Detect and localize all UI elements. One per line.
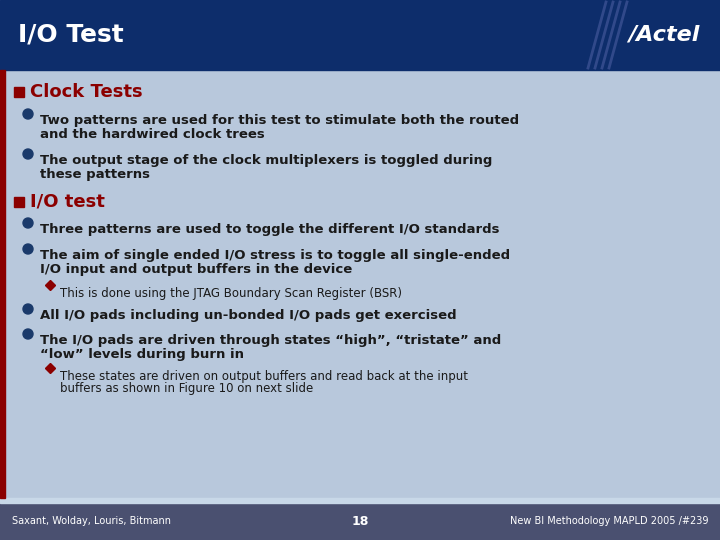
- Text: This is done using the JTAG Boundary Scan Register (BSR): This is done using the JTAG Boundary Sca…: [60, 287, 402, 300]
- Circle shape: [23, 304, 33, 314]
- Text: Saxant, Wolday, Louris, Bitmann: Saxant, Wolday, Louris, Bitmann: [12, 516, 171, 526]
- Circle shape: [23, 244, 33, 254]
- Bar: [14, 197, 24, 207]
- Bar: [5, 70, 720, 498]
- Text: All I/O pads including un-bonded I/O pads get exercised: All I/O pads including un-bonded I/O pad…: [40, 309, 456, 322]
- Text: these patterns: these patterns: [40, 168, 150, 181]
- Circle shape: [23, 149, 33, 159]
- Text: The I/O pads are driven through states “high”, “tristate” and: The I/O pads are driven through states “…: [40, 334, 501, 347]
- Bar: [0, 498, 720, 503]
- Text: 18: 18: [351, 515, 369, 528]
- Text: /Actel: /Actel: [629, 25, 700, 45]
- Text: I/O test: I/O test: [30, 193, 105, 211]
- Text: I/O Test: I/O Test: [18, 23, 124, 47]
- Text: “low” levels during burn in: “low” levels during burn in: [40, 348, 244, 361]
- Text: I/O input and output buffers in the device: I/O input and output buffers in the devi…: [40, 263, 352, 276]
- Circle shape: [23, 329, 33, 339]
- Bar: [14, 87, 24, 97]
- Text: The output stage of the clock multiplexers is toggled during: The output stage of the clock multiplexe…: [40, 154, 492, 167]
- Text: Three patterns are used to toggle the different I/O standards: Three patterns are used to toggle the di…: [40, 223, 500, 236]
- Text: These states are driven on output buffers and read back at the input: These states are driven on output buffer…: [60, 370, 468, 383]
- Bar: [0, 70, 5, 498]
- Text: Two patterns are used for this test to stimulate both the routed: Two patterns are used for this test to s…: [40, 114, 519, 127]
- Text: buffers as shown in Figure 10 on next slide: buffers as shown in Figure 10 on next sl…: [60, 382, 313, 395]
- Text: The aim of single ended I/O stress is to toggle all single-ended: The aim of single ended I/O stress is to…: [40, 249, 510, 262]
- Text: Clock Tests: Clock Tests: [30, 83, 143, 101]
- Circle shape: [23, 109, 33, 119]
- Circle shape: [23, 218, 33, 228]
- Bar: [0, 0, 720, 70]
- Text: and the hardwired clock trees: and the hardwired clock trees: [40, 128, 265, 141]
- Bar: [0, 503, 720, 540]
- Text: New BI Methodology MAPLD 2005 /#239: New BI Methodology MAPLD 2005 /#239: [510, 516, 708, 526]
